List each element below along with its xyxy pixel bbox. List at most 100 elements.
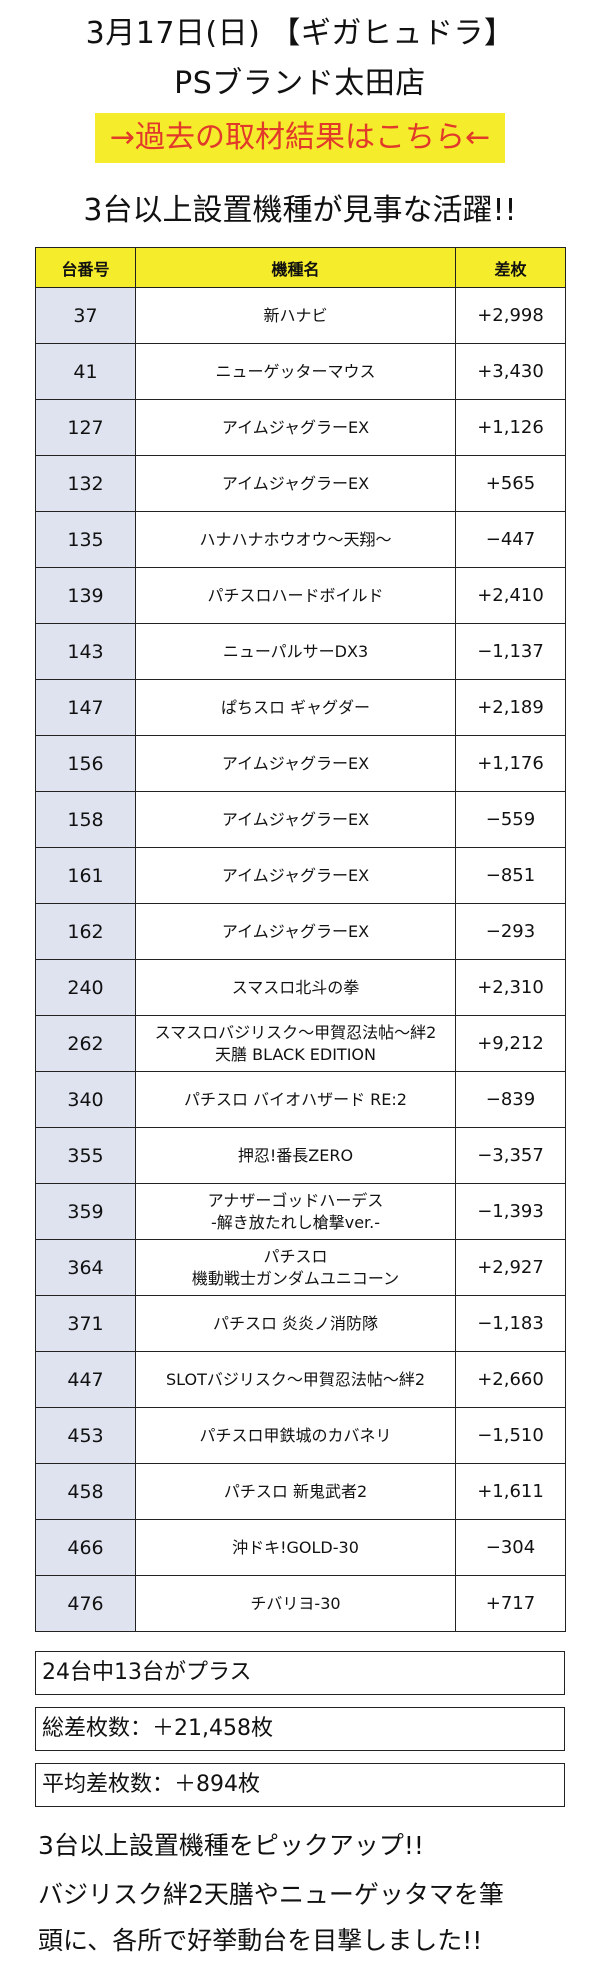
machine-name-line: アイムジャグラーEX	[221, 417, 370, 437]
table-row: 132 アイムジャグラーEX +565	[35, 455, 566, 512]
machine-number-cell: 158	[35, 791, 136, 848]
machine-name-line: スマスロ北斗の拳	[231, 977, 360, 997]
machine-number-cell: 359	[35, 1183, 136, 1240]
machine-name-cell: ハナハナホウオウ～天翔～	[135, 511, 456, 568]
machine-name-cell: チバリヨ-30	[135, 1575, 456, 1632]
average-difference-summary: 平均差枚数：＋894枚	[35, 1763, 565, 1807]
machine-name-cell: パチスロ 炎炎ノ消防隊	[135, 1295, 456, 1352]
difference-cell: +2,660	[455, 1351, 566, 1408]
difference-cell: −559	[455, 791, 566, 848]
table-row: 466 沖ドキ!GOLD-30 −304	[35, 1519, 566, 1576]
table-row: 340 パチスロ バイオハザード RE:2 −839	[35, 1071, 566, 1128]
machine-name-cell: ぱちスロ ギャグダー	[135, 679, 456, 736]
difference-cell: +2,927	[455, 1239, 566, 1296]
machine-number-cell: 143	[35, 623, 136, 680]
section-subtitle: 3台以上設置機種が見事な活躍!!	[83, 193, 517, 228]
machine-name-line: ニューパルサーDX3	[222, 641, 369, 661]
machine-name-line: 機動戦士ガンダムユニコーン	[191, 1268, 400, 1288]
machine-number-cell: 132	[35, 455, 136, 512]
machine-name-line: ぱちスロ ギャグダー	[220, 697, 371, 717]
difference-cell: +2,410	[455, 567, 566, 624]
machine-name-line: アナザーゴッドハーデス	[207, 1190, 384, 1210]
machine-number-cell: 161	[35, 847, 136, 904]
machine-name-cell: スマスロバジリスク～甲賀忍法帖～絆2 天膳 BLACK EDITION	[135, 1015, 456, 1072]
difference-cell: +717	[455, 1575, 566, 1632]
total-difference-summary: 総差枚数：＋21,458枚	[35, 1707, 565, 1751]
table-row: 127 アイムジャグラーEX +1,126	[35, 399, 566, 456]
machine-name-line: アイムジャグラーEX	[221, 865, 370, 885]
table-row: 158 アイムジャグラーEX −559	[35, 791, 566, 848]
machine-number-cell: 355	[35, 1127, 136, 1184]
machine-number-cell: 37	[35, 287, 136, 344]
difference-cell: +2,189	[455, 679, 566, 736]
machine-name-cell: アイムジャグラーEX	[135, 791, 456, 848]
machine-name-cell: ニューゲッターマウス	[135, 343, 456, 400]
table-header-row: 台番号 機種名 差枚	[35, 247, 566, 288]
table-row: 240 スマスロ北斗の拳 +2,310	[35, 959, 566, 1016]
table-row: 364 パチスロ 機動戦士ガンダムユニコーン +2,927	[35, 1239, 566, 1296]
header-machine-name: 機種名	[135, 247, 456, 288]
machine-name-cell: アイムジャグラーEX	[135, 847, 456, 904]
machine-name-cell: パチスロ 新鬼武者2	[135, 1463, 456, 1520]
machine-name-cell: パチスロ甲鉄城のカバネリ	[135, 1407, 456, 1464]
difference-cell: −851	[455, 847, 566, 904]
difference-cell: −839	[455, 1071, 566, 1128]
table-row: 161 アイムジャグラーEX −851	[35, 847, 566, 904]
machine-number-cell: 162	[35, 903, 136, 960]
machine-name-line: -解き放たれし槍撃ver.-	[210, 1212, 381, 1232]
table-row: 147 ぱちスロ ギャグダー +2,189	[35, 679, 566, 736]
table-row: 41 ニューゲッターマウス +3,430	[35, 343, 566, 400]
machine-name-line: パチスロ	[263, 1246, 328, 1266]
machine-name-line: チバリヨ-30	[250, 1593, 341, 1613]
past-results-link[interactable]: →過去の取材結果はこちら←	[95, 113, 505, 163]
table-row: 135 ハナハナホウオウ～天翔～ −447	[35, 511, 566, 568]
machine-number-cell: 41	[35, 343, 136, 400]
machine-name-line: 新ハナビ	[263, 305, 328, 325]
machine-name-line: ニューゲッターマウス	[215, 361, 376, 381]
machine-number-cell: 340	[35, 1071, 136, 1128]
machine-name-cell: アナザーゴッドハーデス -解き放たれし槍撃ver.-	[135, 1183, 456, 1240]
machine-name-cell: アイムジャグラーEX	[135, 735, 456, 792]
closing-text-line: 3台以上設置機種をピックアップ!!	[38, 1831, 424, 1860]
machine-name-cell: ニューパルサーDX3	[135, 623, 456, 680]
table-row: 371 パチスロ 炎炎ノ消防隊 −1,183	[35, 1295, 566, 1352]
machine-number-cell: 262	[35, 1015, 136, 1072]
machine-name-cell: アイムジャグラーEX	[135, 399, 456, 456]
difference-cell: −304	[455, 1519, 566, 1576]
store-name: PSブランド太田店	[174, 66, 426, 101]
table-row: 453 パチスロ甲鉄城のカバネリ −1,510	[35, 1407, 566, 1464]
table-row: 262 スマスロバジリスク～甲賀忍法帖～絆2 天膳 BLACK EDITION +9,…	[35, 1015, 566, 1072]
difference-cell: +565	[455, 455, 566, 512]
machine-name-line: 押忍!番長ZERO	[237, 1145, 354, 1165]
table-row: 476 チバリヨ-30 +717	[35, 1575, 566, 1632]
machine-name-cell: アイムジャグラーEX	[135, 455, 456, 512]
machine-number-cell: 240	[35, 959, 136, 1016]
table-row: 355 押忍!番長ZERO −3,357	[35, 1127, 566, 1184]
machine-name-line: パチスロハードボイルド	[207, 585, 384, 605]
page-title: 3月17日(日) 【ギガヒュドラ】	[85, 16, 515, 51]
difference-cell: −1,510	[455, 1407, 566, 1464]
machine-name-line: ハナハナホウオウ～天翔～	[199, 529, 392, 549]
machine-name-cell: SLOTバジリスク～甲賀忍法帖～絆2	[135, 1351, 456, 1408]
machine-name-line: パチスロ 新鬼武者2	[223, 1481, 368, 1501]
machine-name-cell: 押忍!番長ZERO	[135, 1127, 456, 1184]
machine-number-cell: 447	[35, 1351, 136, 1408]
difference-cell: +1,611	[455, 1463, 566, 1520]
machine-number-cell: 127	[35, 399, 136, 456]
difference-cell: −447	[455, 511, 566, 568]
machine-number-cell: 139	[35, 567, 136, 624]
difference-cell: +3,430	[455, 343, 566, 400]
machine-name-line: アイムジャグラーEX	[221, 753, 370, 773]
header-difference: 差枚	[455, 247, 566, 288]
closing-text-line: バジリスク絆2天膳やニューゲッタマを筆	[38, 1880, 504, 1909]
table-row: 139 パチスロハードボイルド +2,410	[35, 567, 566, 624]
machine-name-line: アイムジャグラーEX	[221, 473, 370, 493]
machine-number-cell: 458	[35, 1463, 136, 1520]
machine-name-line: パチスロ 炎炎ノ消防隊	[212, 1313, 379, 1333]
difference-cell: −1,393	[455, 1183, 566, 1240]
difference-cell: −1,137	[455, 623, 566, 680]
difference-cell: −3,357	[455, 1127, 566, 1184]
machine-name-cell: 新ハナビ	[135, 287, 456, 344]
machine-name-line: スマスロバジリスク～甲賀忍法帖～絆2	[154, 1022, 437, 1042]
machine-name-line: アイムジャグラーEX	[221, 921, 370, 941]
